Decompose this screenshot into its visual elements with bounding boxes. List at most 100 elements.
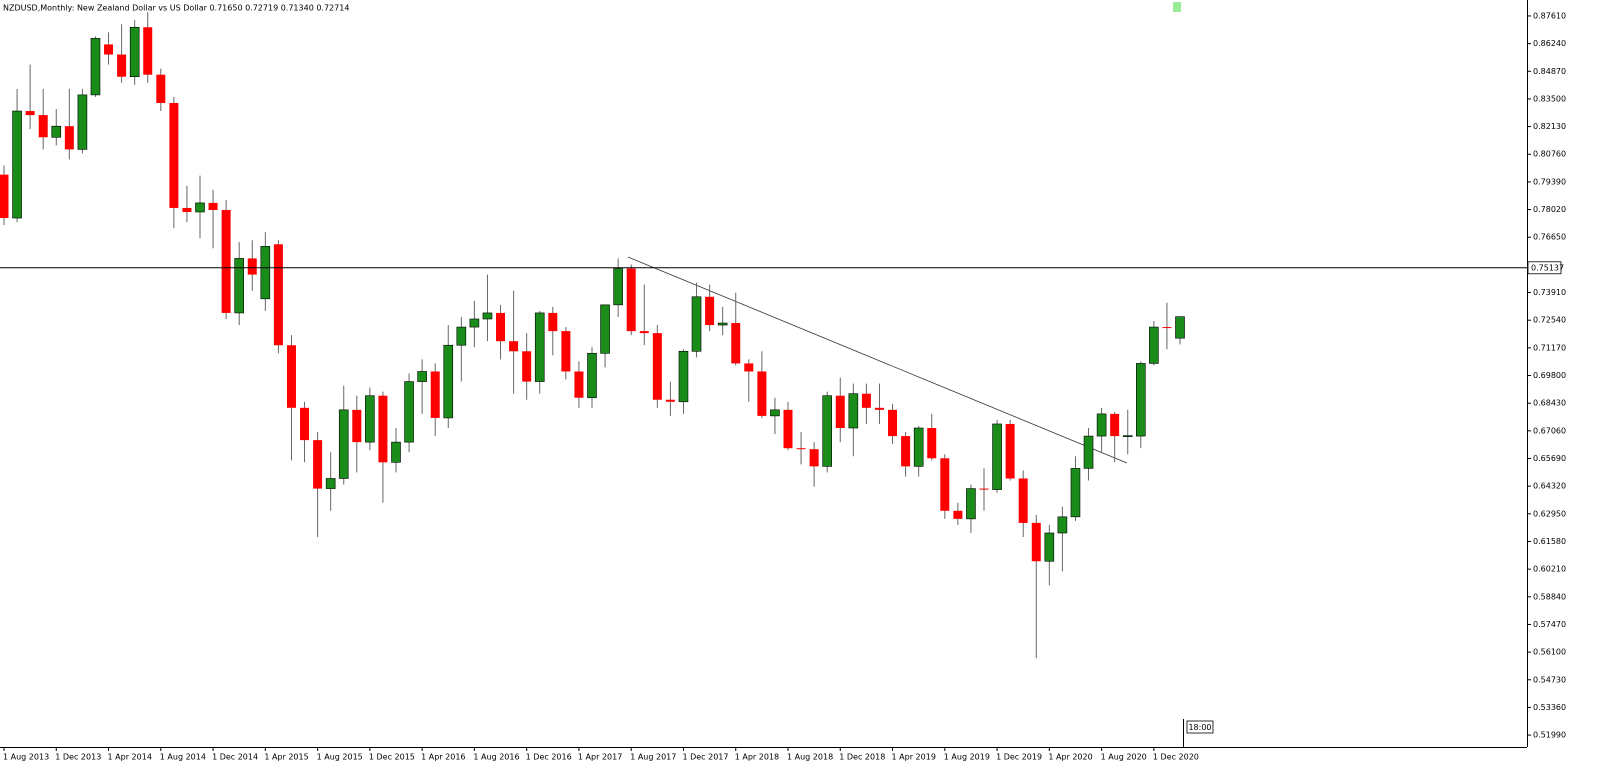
candle-body-down [639, 331, 649, 334]
candle-body-up [1057, 516, 1068, 534]
candle-body-down [143, 27, 153, 75]
x-tick-label: 1 Dec 2013 [55, 753, 101, 762]
candle-body-down [561, 331, 571, 372]
candle-body-down [38, 115, 48, 138]
trend-line [627, 256, 1128, 464]
candle-body-up [1149, 326, 1159, 364]
candle-body-down [0, 174, 9, 219]
candle-body-down [247, 258, 257, 275]
x-tick-label: 1 Aug 2017 [630, 753, 676, 762]
candle-body-up [234, 258, 244, 314]
candle-body-down [156, 74, 166, 103]
candle-body-down [352, 409, 362, 443]
candle-body-down [208, 202, 218, 210]
y-tick-label: 0.76650 [1533, 233, 1566, 242]
x-tick-label: 1 Dec 2017 [682, 753, 728, 762]
y-tick-label: 0.58840 [1533, 592, 1566, 601]
candle-body-down [221, 209, 231, 313]
x-tick-label: 1 Dec 2019 [996, 753, 1042, 762]
candle-body-up [482, 312, 493, 320]
candle-body-up [587, 353, 597, 399]
candle-body-down [169, 102, 179, 208]
candle-body-down [522, 351, 532, 382]
candle-body-down [286, 345, 296, 408]
candle-body-down [1018, 478, 1028, 523]
candle-body-down [548, 312, 558, 332]
x-tick-label: 1 Aug 2016 [473, 753, 519, 762]
candle-body-up [51, 125, 62, 138]
candle-body-up [338, 409, 349, 479]
y-tick-label: 0.68430 [1533, 399, 1566, 408]
candle-body-down [665, 399, 675, 402]
y-tick-label: 0.73910 [1533, 288, 1566, 297]
candle-body-up [1175, 316, 1185, 339]
x-tick-label: 1 Dec 2014 [212, 753, 258, 762]
y-tick-label: 0.71170 [1533, 343, 1566, 352]
chart-title: NZDUSD,Monthly: New Zealand Dollar vs US… [3, 4, 349, 13]
candle-body-up [404, 381, 414, 443]
candle-body-up [600, 304, 610, 354]
candle-body-down [1162, 327, 1172, 329]
candle-body-down [874, 407, 884, 410]
candle-body-down [104, 44, 114, 55]
candle-body-up [391, 441, 401, 463]
x-tick-label: 1 Dec 2016 [526, 753, 572, 762]
y-tick-label: 0.53360 [1533, 703, 1566, 712]
candle-body-up [822, 395, 833, 467]
y-tick-label: 0.82130 [1533, 122, 1566, 131]
candle-body-down [430, 371, 440, 418]
candle-body-down [273, 244, 283, 346]
candle-body-down [953, 510, 963, 519]
y-tick-label: 0.65690 [1533, 454, 1566, 463]
x-tick-label: 1 Apr 2017 [578, 753, 622, 762]
candle-body-down [835, 395, 845, 429]
y-tick-label: 0.87610 [1533, 11, 1566, 20]
current-price-label: 0.75137 [1531, 263, 1564, 272]
candle-body-down [927, 428, 937, 459]
candle-body-down [861, 393, 871, 408]
candle-body-down [705, 296, 715, 326]
candle-body-down [888, 409, 898, 437]
candle-body-up [325, 478, 336, 489]
candle-body-down [1110, 413, 1120, 437]
candle-body-up [90, 38, 101, 96]
y-tick-label: 0.69800 [1533, 371, 1566, 380]
x-tick-label: 1 Dec 2015 [369, 753, 415, 762]
time-label: 18:00 [1188, 723, 1211, 732]
candle-body-down [940, 458, 950, 511]
x-tick-label: 1 Aug 2013 [3, 753, 49, 762]
candle-body-up [992, 423, 1002, 490]
candle-body-down [652, 333, 662, 400]
candle-body-up [417, 371, 427, 382]
candle-body-up [129, 26, 140, 78]
y-tick-label: 0.83500 [1533, 94, 1566, 103]
candle-body-down [1031, 522, 1041, 562]
y-tick-label: 0.79390 [1533, 177, 1566, 186]
candle-body-down [182, 207, 192, 212]
x-tick-label: 1 Apr 2014 [108, 753, 152, 762]
candle-body-down [496, 312, 506, 342]
current-price-box [1527, 261, 1562, 275]
candle-body-up [678, 350, 689, 403]
y-tick-label: 0.57470 [1533, 620, 1566, 629]
candle-body-up [1122, 435, 1133, 437]
candle-body-down [64, 126, 74, 150]
x-tick-label: 1 Apr 2019 [892, 753, 936, 762]
y-tick-label: 0.84870 [1533, 67, 1566, 76]
y-tick-label: 0.51990 [1533, 731, 1566, 740]
candle-body-down [796, 448, 806, 450]
candle-body-up [1070, 468, 1081, 518]
y-tick-label: 0.62950 [1533, 509, 1566, 518]
candle-body-up [1044, 532, 1055, 562]
x-tick-label: 1 Dec 2018 [839, 753, 885, 762]
candle-body-down [1005, 423, 1015, 479]
x-tick-label: 1 Aug 2014 [160, 753, 206, 762]
candle-body-down [300, 407, 310, 441]
candle-body-up [260, 246, 271, 300]
candle-body-up [456, 326, 467, 346]
x-tick-label: 1 Aug 2019 [944, 753, 990, 762]
candle-body-up [613, 268, 623, 306]
candle-body-up [913, 427, 924, 467]
y-tick-label: 0.54730 [1533, 675, 1566, 684]
